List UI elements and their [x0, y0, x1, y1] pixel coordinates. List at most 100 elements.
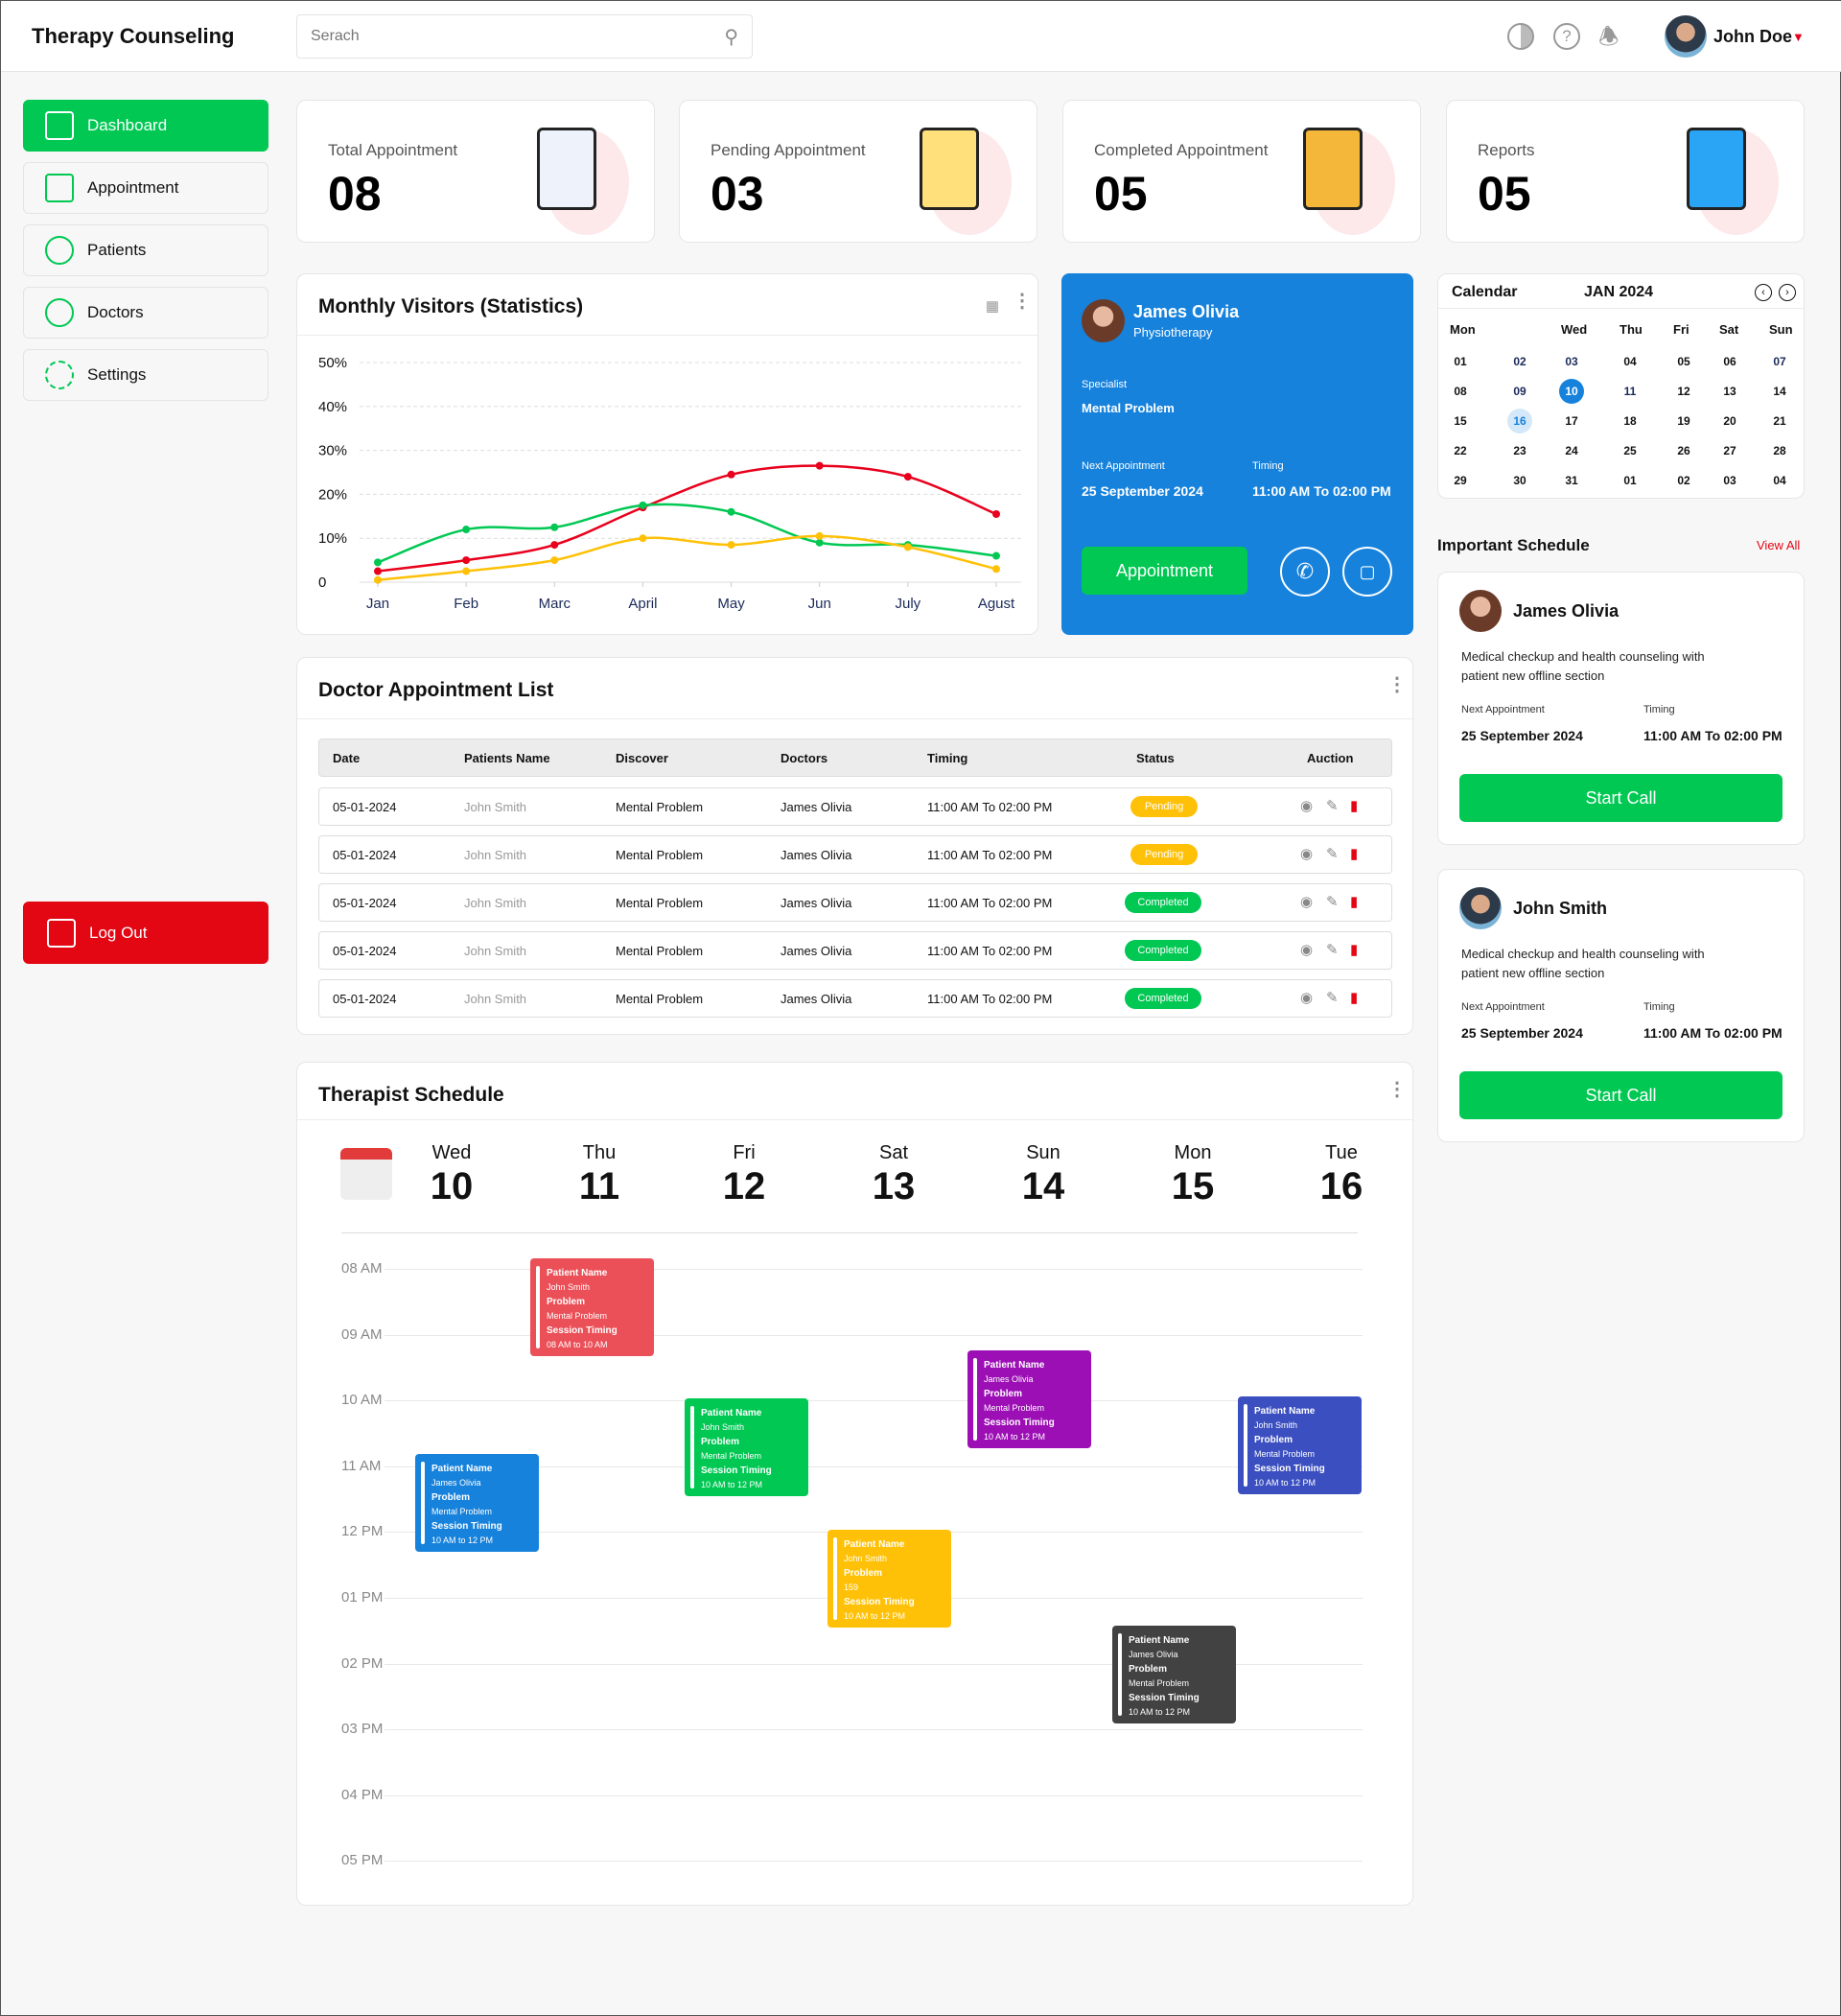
next-month-icon[interactable]: ›	[1779, 284, 1796, 301]
schedule-title: Therapist Schedule	[318, 1084, 504, 1106]
calendar-day[interactable]: 25	[1623, 444, 1637, 457]
calendar-day[interactable]: 21	[1773, 414, 1786, 428]
schedule-event[interactable]: Patient Name John Smith Problem Mental Prob…	[530, 1258, 654, 1356]
calendar-day[interactable]: 22	[1454, 444, 1467, 457]
sidebar-item-dashboard[interactable]: Dashboard	[23, 100, 268, 152]
calendar-day[interactable]: 20	[1723, 414, 1736, 428]
sidebar-item-appointment[interactable]: Appointment	[23, 162, 268, 214]
day-number[interactable]: 15	[1171, 1165, 1215, 1207]
dropdown-caret-icon[interactable]: ▼	[1792, 30, 1805, 44]
schedule-event[interactable]: Patient Name James Olivia Problem Mental Pr…	[415, 1454, 539, 1552]
timing-label: Session Timing	[431, 1521, 502, 1532]
day-number[interactable]: 10	[430, 1165, 474, 1207]
calendar-day[interactable]: 10	[1559, 379, 1584, 404]
calendar-day[interactable]: 14	[1773, 385, 1786, 398]
delete-trash-icon[interactable]: ▮	[1350, 894, 1359, 910]
edit-pencil-icon[interactable]: ✎	[1326, 990, 1339, 1006]
help-icon[interactable]: ?	[1553, 23, 1580, 50]
appointment-button[interactable]: Appointment	[1082, 547, 1247, 595]
day-number[interactable]: 11	[578, 1165, 620, 1207]
video-call-icon[interactable]: ▢	[1342, 547, 1392, 597]
view-eye-icon[interactable]: ◉	[1300, 894, 1314, 910]
calendar-day[interactable]: 02	[1513, 355, 1526, 368]
schedule-event[interactable]: Patient Name James Olivia Problem Mental Pr…	[967, 1350, 1091, 1448]
data-point	[815, 461, 824, 470]
day-number[interactable]: 16	[1319, 1165, 1363, 1207]
calendar-day[interactable]: 29	[1454, 474, 1467, 487]
timing-label: Timing	[1643, 1001, 1675, 1013]
user-name[interactable]: John Doe	[1713, 27, 1793, 46]
schedule-event[interactable]: Patient Name James Olivia Problem Mental Pr…	[1112, 1626, 1236, 1723]
edit-pencil-icon[interactable]: ✎	[1326, 942, 1339, 958]
day-number[interactable]: 12	[722, 1165, 766, 1207]
day-number[interactable]: 13	[872, 1165, 916, 1207]
view-all-link[interactable]: View All	[1757, 538, 1801, 552]
calendar-day[interactable]: 23	[1513, 444, 1526, 457]
search-input[interactable]	[297, 15, 681, 58]
calendar-day[interactable]: 26	[1677, 444, 1690, 457]
calendar-day[interactable]: 05	[1677, 355, 1690, 368]
day-number[interactable]: 14	[1021, 1165, 1065, 1207]
view-eye-icon[interactable]: ◉	[1300, 990, 1314, 1006]
search-box[interactable]: ⚲	[296, 14, 753, 59]
edit-pencil-icon[interactable]: ✎	[1326, 846, 1339, 862]
delete-trash-icon[interactable]: ▮	[1350, 942, 1359, 958]
view-eye-icon[interactable]: ◉	[1300, 942, 1314, 958]
data-point	[550, 541, 559, 550]
calendar-day[interactable]: 24	[1565, 444, 1578, 457]
delete-trash-icon[interactable]: ▮	[1350, 798, 1359, 814]
calendar-day[interactable]: 13	[1723, 385, 1736, 398]
calendar-day[interactable]: 11	[1623, 385, 1637, 398]
view-eye-icon[interactable]: ◉	[1300, 798, 1314, 814]
bell-icon[interactable]: 🕭	[1598, 24, 1620, 50]
column-header: Timing	[927, 751, 968, 765]
calendar-day[interactable]: 31	[1565, 474, 1578, 487]
calendar-day[interactable]: 19	[1677, 414, 1690, 428]
schedule-event[interactable]: Patient Name John Smith Problem 159 Session …	[827, 1530, 951, 1628]
patient-value: John Smith	[701, 1422, 745, 1432]
calendar-day[interactable]: 02	[1677, 474, 1690, 487]
calendar-day[interactable]: 16	[1507, 409, 1532, 434]
user-avatar[interactable]	[1665, 15, 1707, 58]
calendar-day[interactable]: 08	[1454, 385, 1467, 398]
schedule-event[interactable]: Patient Name John Smith Problem Mental Prob…	[1238, 1396, 1362, 1494]
delete-trash-icon[interactable]: ▮	[1350, 846, 1359, 862]
calendar-day[interactable]: 04	[1773, 474, 1786, 487]
calendar-day[interactable]: 17	[1565, 414, 1578, 428]
calendar-day[interactable]: 28	[1773, 444, 1786, 457]
edit-pencil-icon[interactable]: ✎	[1326, 894, 1339, 910]
phone-call-icon[interactable]: ✆	[1280, 547, 1330, 597]
schedule-event[interactable]: Patient Name John Smith Problem Mental Prob…	[685, 1398, 808, 1496]
theme-toggle-icon[interactable]	[1507, 23, 1534, 50]
x-tick-label: Feb	[454, 596, 478, 612]
calendar-day[interactable]: 27	[1723, 444, 1736, 457]
calendar-day[interactable]: 30	[1513, 474, 1526, 487]
chart-title: Monthly Visitors (Statistics)	[318, 295, 584, 317]
calendar-day[interactable]: 01	[1454, 355, 1467, 368]
calendar-grid-icon[interactable]: ▦	[985, 298, 999, 315]
logout-button[interactable]: Log Out	[23, 902, 268, 964]
view-eye-icon[interactable]: ◉	[1300, 846, 1314, 862]
kebab-menu-icon[interactable]: ⋮	[1387, 674, 1407, 695]
prev-month-icon[interactable]: ‹	[1755, 284, 1772, 301]
calendar-day[interactable]: 06	[1723, 355, 1736, 368]
edit-pencil-icon[interactable]: ✎	[1326, 798, 1339, 814]
calendar-day[interactable]: 03	[1565, 355, 1578, 368]
calendar-day[interactable]: 15	[1454, 414, 1467, 428]
sidebar-item-doctors[interactable]: Doctors	[23, 287, 268, 339]
calendar-day[interactable]: 04	[1623, 355, 1637, 368]
calendar-day[interactable]: 07	[1773, 355, 1786, 368]
calendar-day[interactable]: 03	[1723, 474, 1736, 487]
search-icon[interactable]: ⚲	[724, 27, 738, 48]
calendar-day[interactable]: 09	[1513, 385, 1526, 398]
calendar-day[interactable]: 01	[1623, 474, 1637, 487]
kebab-menu-icon[interactable]: ⋮	[1387, 1079, 1407, 1100]
start-call-button[interactable]: Start Call	[1459, 1071, 1783, 1119]
calendar-day[interactable]: 18	[1623, 414, 1637, 428]
calendar-day[interactable]: 12	[1677, 385, 1690, 398]
sidebar-item-patients[interactable]: Patients	[23, 224, 268, 276]
start-call-button[interactable]: Start Call	[1459, 774, 1783, 822]
delete-trash-icon[interactable]: ▮	[1350, 990, 1359, 1006]
sidebar-item-settings[interactable]: Settings	[23, 349, 268, 401]
cell-discover: Mental Problem	[616, 800, 704, 814]
